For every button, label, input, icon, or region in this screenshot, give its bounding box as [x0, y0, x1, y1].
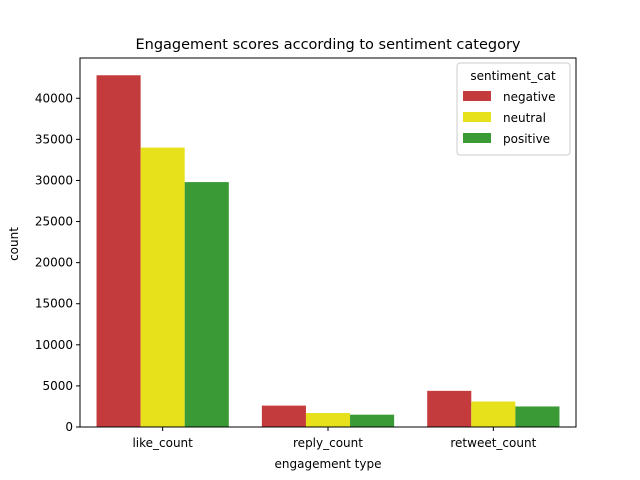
legend-swatch-neutral	[463, 112, 491, 122]
x-axis-label: engagement type	[275, 457, 382, 471]
y-tick-label: 35000	[35, 132, 73, 146]
bar-negative-like_count	[96, 75, 141, 427]
bar-negative-reply_count	[261, 405, 306, 427]
y-tick-label: 20000	[35, 256, 73, 270]
x-tick-label: reply_count	[293, 436, 363, 450]
y-tick-label: 40000	[35, 91, 73, 105]
y-tick-label: 0	[65, 420, 73, 434]
y-tick-label: 10000	[35, 338, 73, 352]
legend-frame	[456, 62, 571, 156]
legend: sentiment_cat negative neutral positive	[456, 62, 571, 156]
x-axis: like_count reply_count retweet_count	[132, 427, 537, 450]
bar-neutral-retweet_count	[471, 401, 516, 427]
y-tick-label: 25000	[35, 215, 73, 229]
bar-negative-retweet_count	[427, 390, 472, 427]
y-axis: 0 5000 10000 15000 20000 25000 30000 35000 40000	[35, 91, 80, 434]
legend-swatch-negative	[463, 91, 491, 101]
x-tick-label: retweet_count	[450, 436, 536, 450]
legend-label-negative: negative	[503, 90, 555, 104]
y-axis-label: count	[7, 227, 21, 261]
y-tick-label: 30000	[35, 173, 73, 187]
bar-neutral-like_count	[140, 147, 185, 427]
legend-label-positive: positive	[503, 132, 550, 146]
bar-positive-like_count	[184, 182, 229, 427]
chart-title: Engagement scores according to sentiment…	[135, 37, 520, 53]
x-tick-label: like_count	[132, 436, 193, 450]
y-tick-label: 15000	[35, 297, 73, 311]
bar-positive-retweet_count	[515, 406, 560, 427]
legend-swatch-positive	[463, 133, 491, 143]
legend-title: sentiment_cat	[470, 69, 556, 83]
bar-positive-reply_count	[350, 414, 395, 427]
legend-label-neutral: neutral	[503, 111, 546, 125]
y-tick-label: 5000	[42, 379, 73, 393]
bar-neutral-reply_count	[305, 413, 351, 427]
